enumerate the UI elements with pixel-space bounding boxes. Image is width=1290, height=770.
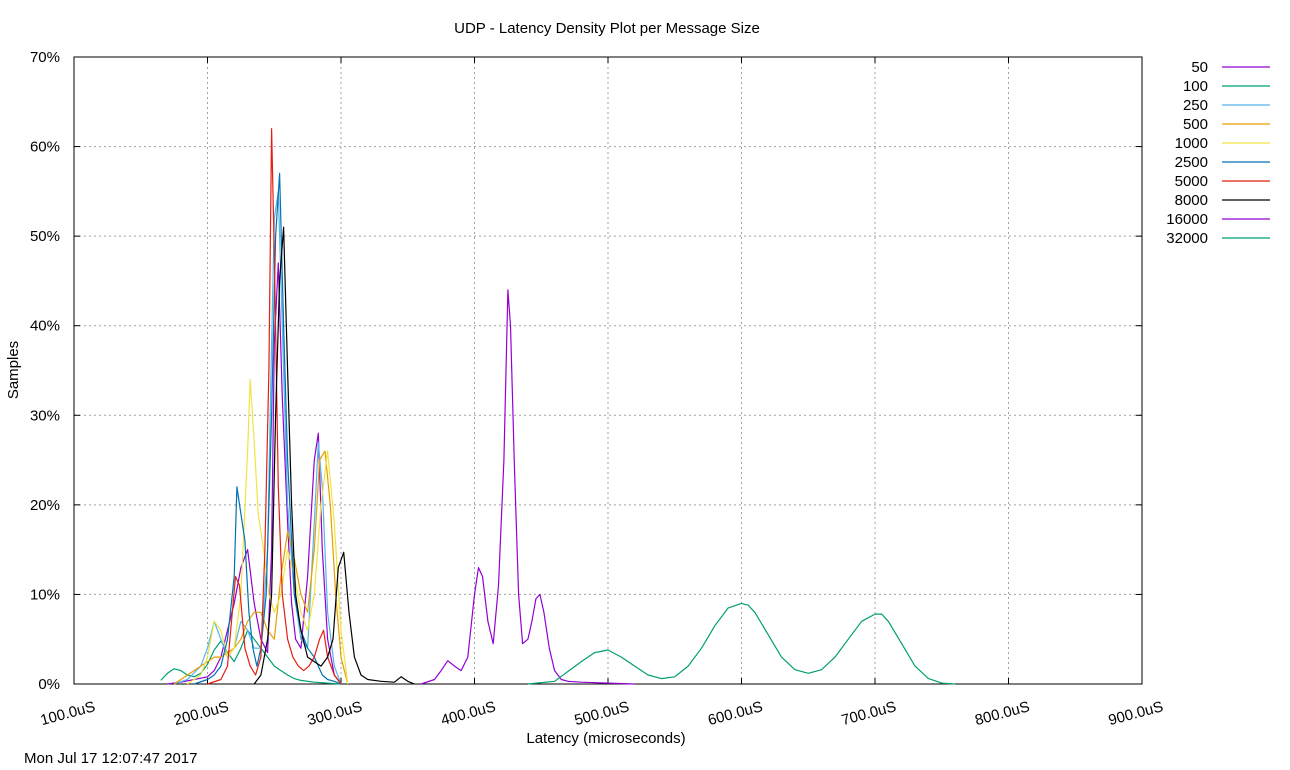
x-tick-label: 400.0uS (439, 698, 497, 729)
x-tick-label: 900.0uS (1107, 698, 1165, 729)
series-line-250 (173, 190, 342, 685)
series-line-500 (173, 450, 349, 685)
series-line-5000 (207, 128, 342, 685)
y-tick-label: 60% (30, 139, 60, 156)
y-tick-label: 40% (30, 318, 60, 335)
legend-label-100: 100 (1183, 78, 1208, 95)
x-tick-label: 300.0uS (306, 698, 364, 729)
legend-label-1000: 1000 (1175, 135, 1208, 152)
series-lines (160, 128, 956, 685)
x-tick-label: 700.0uS (840, 698, 898, 729)
x-tick-label: 800.0uS (973, 698, 1031, 729)
y-tick-label: 70% (30, 49, 60, 66)
y-axis-label: Samples (5, 341, 22, 399)
legend-label-32000: 32000 (1166, 230, 1208, 247)
x-axis-label: Latency (microseconds) (526, 730, 685, 747)
y-tick-label: 0% (38, 676, 60, 693)
timestamp-footer: Mon Jul 17 12:07:47 2017 (24, 750, 197, 767)
legend-label-250: 250 (1183, 97, 1208, 114)
x-tick-label: 200.0uS (172, 698, 230, 729)
axes: 100.0uS 200.0uS 300.0uS 400.0uS 500.0uS 600.0… (30, 49, 1165, 729)
series-line-16000 (420, 289, 635, 685)
y-tick-label: 50% (30, 228, 60, 245)
legend-label-500: 500 (1183, 116, 1208, 133)
x-tick-label: 100.0uS (39, 698, 97, 729)
legend-label-5000: 5000 (1175, 173, 1208, 190)
series-line-50 (167, 262, 342, 685)
chart-title: UDP - Latency Density Plot per Message S… (454, 20, 760, 37)
y-tick-label: 10% (30, 586, 60, 603)
legend-label-50: 50 (1191, 59, 1208, 76)
y-tick-label: 30% (30, 407, 60, 424)
series-line-32000 (527, 602, 956, 685)
legend: 50 100 250 500 1000 2500 5000 8000 16000 32000 (1166, 59, 1270, 247)
series-line-1000 (187, 378, 349, 685)
series-line-2500 (194, 172, 342, 685)
grid-lines (74, 57, 1142, 684)
legend-label-8000: 8000 (1175, 192, 1208, 209)
y-tick-label: 20% (30, 497, 60, 514)
series-line-8000 (253, 226, 415, 685)
x-tick-label: 600.0uS (706, 698, 764, 729)
legend-label-2500: 2500 (1175, 154, 1208, 171)
x-tick-label: 500.0uS (573, 698, 631, 729)
legend-label-16000: 16000 (1166, 211, 1208, 228)
